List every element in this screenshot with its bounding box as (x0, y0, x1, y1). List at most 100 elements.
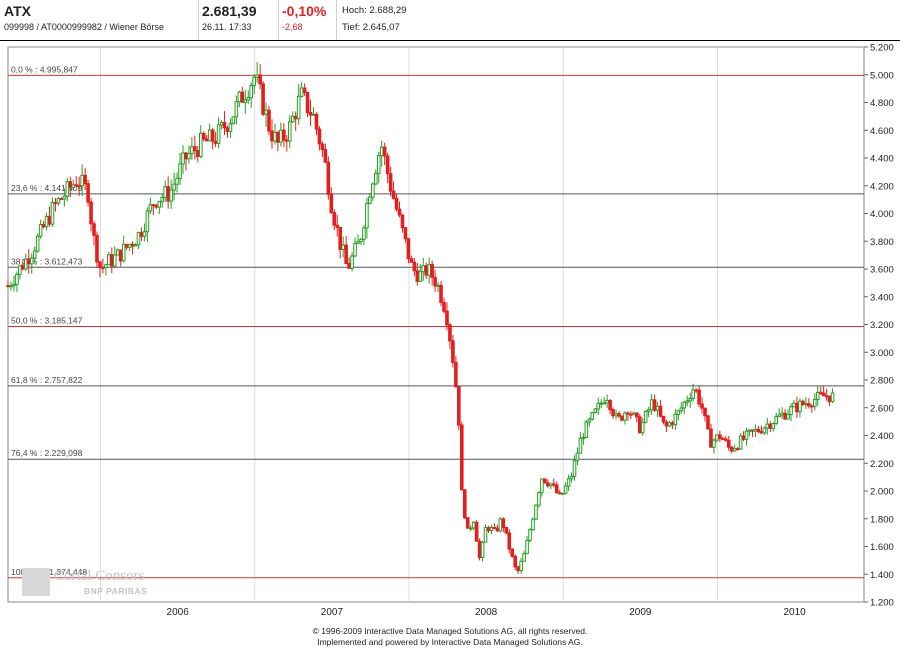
candle-body (181, 152, 185, 165)
candle-body (6, 285, 10, 288)
candle-body (139, 232, 144, 237)
candle-body (246, 97, 251, 101)
candle-body (614, 413, 618, 417)
candle-body (575, 452, 580, 462)
candle-body (219, 122, 224, 126)
candle-body (365, 202, 369, 229)
candle-body (201, 132, 206, 140)
candle-body (104, 264, 108, 269)
candle-body (23, 258, 28, 270)
candle-body (95, 234, 99, 263)
candle-body (409, 258, 414, 263)
candle-body (605, 399, 609, 404)
candle-body (293, 115, 298, 120)
candle-body (279, 129, 283, 143)
logo-mark-icon (22, 568, 50, 596)
candle-body (798, 400, 802, 413)
copyright-line: © 1996-2009 Interactive Data Managed Sol… (312, 626, 588, 636)
range-cell: Hoch: 2.688,29 Tief: 2.645,07 (336, 0, 476, 40)
candle-body (670, 422, 675, 426)
y-tick-label: 3.600 (870, 265, 894, 276)
candle-body (68, 181, 73, 188)
change-absolute: -2,68 (282, 22, 303, 32)
candle-body (519, 560, 523, 572)
candle-body (44, 216, 49, 228)
candle-body (261, 83, 265, 115)
candle-body (332, 212, 337, 226)
candle-body (308, 112, 313, 116)
candle-body (783, 412, 787, 420)
candle-body (792, 402, 796, 408)
broker-logo: Cortal Consors BNP PARIBAS (22, 568, 182, 600)
quote-datetime: 26.11. 17:33 (202, 22, 252, 32)
candle-body (801, 400, 805, 406)
change-cell: -0,10% -2,68 (278, 0, 337, 40)
candle-body (460, 424, 464, 491)
candle-body (812, 398, 817, 407)
candle-body (471, 521, 476, 529)
candle-body (697, 389, 701, 405)
candle-body (56, 198, 61, 204)
candle-body (124, 243, 129, 248)
candle-body (115, 249, 120, 256)
candle-body (225, 127, 230, 132)
candle-body (157, 200, 162, 208)
instrument-cell: ATX 099998 / AT0000999982 / Wiener Börse (0, 0, 199, 40)
candle-body (602, 402, 606, 405)
candle-body (255, 74, 259, 78)
candle-body (626, 412, 630, 415)
candle-body (299, 87, 304, 97)
candle-body (53, 202, 58, 205)
candle-body (694, 389, 698, 392)
candle-body (563, 485, 568, 494)
candle-body (537, 492, 541, 506)
candle-body (406, 238, 411, 260)
candle-body (344, 244, 348, 264)
candle-body (341, 244, 345, 251)
fib-level-label: 50,0 % : 3.185,147 (11, 316, 83, 326)
candle-body (673, 413, 678, 426)
candle-body (296, 95, 301, 120)
candle-body (468, 527, 473, 530)
candle-body (287, 121, 292, 142)
candle-body (427, 263, 431, 276)
candle-body (252, 76, 256, 86)
candle-body (412, 261, 417, 272)
x-tick-label: 2009 (629, 607, 652, 618)
candle-body (483, 527, 488, 543)
candle-body (804, 403, 808, 406)
candle-body (231, 116, 236, 125)
candle-body (543, 478, 547, 484)
candle-body (551, 483, 556, 486)
y-tick-label: 3.200 (870, 320, 894, 331)
candle-body (98, 261, 102, 268)
y-tick-label: 4.600 (870, 126, 894, 137)
powered-by-line: Implemented and powered by Interactive D… (317, 637, 583, 647)
y-tick-label: 2.600 (870, 403, 894, 414)
candle-body (747, 429, 752, 432)
candle-body (273, 131, 277, 142)
candle-body (768, 423, 773, 429)
candle-body (830, 392, 835, 403)
candle-body (74, 184, 79, 187)
candle-body (516, 566, 520, 572)
candle-body (249, 84, 254, 99)
candle-body (593, 408, 598, 414)
candle-body (80, 174, 84, 187)
candle-body (376, 155, 381, 174)
candle-body (62, 195, 67, 200)
candle-body (136, 232, 141, 246)
candle-body (400, 214, 405, 229)
candle-body (234, 101, 239, 118)
candle-body (38, 223, 43, 237)
fib-level-label: 23,6 % : 4.141,409 (11, 183, 83, 193)
candle-body (706, 415, 710, 430)
candle-body (314, 113, 319, 130)
candle-body (454, 361, 458, 388)
candle-body (587, 418, 592, 423)
candle-body (709, 428, 713, 448)
candle-body (121, 243, 126, 262)
candle-body (729, 446, 734, 452)
candle-body (118, 249, 123, 262)
y-tick-label: 3.000 (870, 348, 894, 359)
